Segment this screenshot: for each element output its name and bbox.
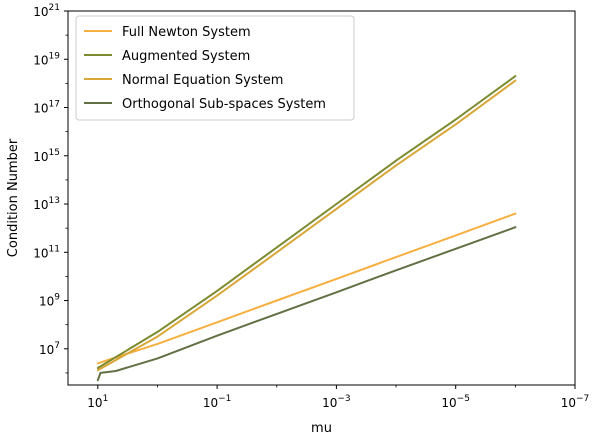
legend-label: Normal Equation System [122,73,283,88]
series-line-full-newton-system [96,212,517,365]
x-tick-label: 10−1 [203,394,232,410]
y-axis-label: Condition Number [6,138,21,257]
y-tick-label: 1011 [33,244,60,260]
series-lines [96,75,517,382]
legend-item: Full Newton System [84,25,251,40]
series-line-normal-equation-system [96,79,517,372]
axes-frame [67,10,576,386]
y-tick-label: 1021 [33,3,60,19]
y-tick-label: 1015 [33,148,60,164]
y-tick-label: 1017 [33,100,60,116]
legend: Full Newton System Augmented System Normal… [75,15,355,121]
plot-frame [67,10,576,386]
legend-item: Normal Equation System [84,73,283,88]
x-tick-label: 10−5 [441,394,470,410]
y-tick-label: 1019 [33,51,60,67]
legend-box [75,15,355,121]
x-axis-label: mu [311,421,332,436]
y-tick-label: 109 [39,293,60,309]
y-tick-label: 1013 [33,196,60,212]
legend-item: Augmented System [84,49,250,64]
axis-ticks: 101 10−1 10−3 10−5 10−7 107 109 1011 1013 1015 101… [33,3,589,410]
series-line-augmented-system [96,75,517,369]
x-tick-label: 10−7 [561,394,590,410]
legend-label: Orthogonal Sub-spaces System [122,97,326,112]
x-tick-label: 10−3 [322,394,351,410]
legend-item: Orthogonal Sub-spaces System [84,97,326,112]
legend-label: Augmented System [122,49,250,64]
y-tick-label: 107 [39,341,60,357]
series-line-orthogonal-sub-spaces-system [96,226,517,382]
x-tick-label: 101 [87,394,108,410]
legend-label: Full Newton System [122,25,251,40]
